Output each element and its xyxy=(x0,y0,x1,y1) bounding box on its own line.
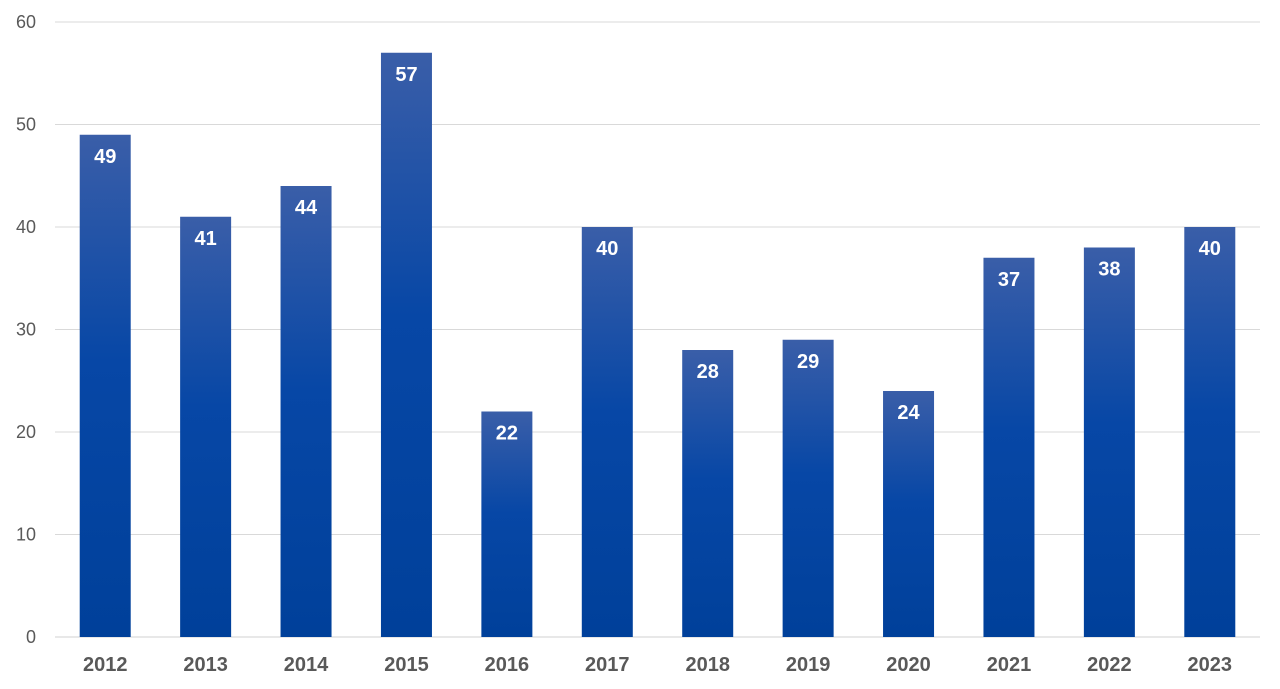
x-tick-label-2020: 2020 xyxy=(886,654,931,676)
bar-2016 xyxy=(481,411,533,637)
bar-2014 xyxy=(280,186,332,637)
data-label-2023: 40 xyxy=(1199,238,1221,260)
bar-2012 xyxy=(79,134,131,637)
data-label-2020: 24 xyxy=(897,402,920,424)
bar-2013 xyxy=(180,216,232,637)
y-tick-label: 0 xyxy=(26,627,36,647)
bar-2018 xyxy=(682,350,734,637)
data-label-2015: 57 xyxy=(395,64,417,86)
bar-2020 xyxy=(883,391,935,637)
bar-2023 xyxy=(1184,227,1236,637)
bar-2022 xyxy=(1083,247,1135,637)
y-tick-label: 20 xyxy=(16,422,36,442)
x-tick-label-2022: 2022 xyxy=(1087,654,1132,676)
y-tick-label: 10 xyxy=(16,525,36,545)
y-tick-label: 30 xyxy=(16,320,36,340)
data-label-2018: 28 xyxy=(697,361,719,383)
bars xyxy=(79,52,1236,637)
y-axis-ticks: 0 10 20 30 40 50 60 xyxy=(16,12,36,647)
data-label-2012: 49 xyxy=(94,146,116,168)
y-tick-label: 60 xyxy=(16,12,36,32)
x-tick-label-2016: 2016 xyxy=(485,654,530,676)
y-tick-label: 40 xyxy=(16,217,36,237)
gridlines xyxy=(55,21,1260,638)
x-tick-label-2013: 2013 xyxy=(183,654,228,676)
bar-2019 xyxy=(782,339,834,637)
x-tick-label-2015: 2015 xyxy=(384,654,429,676)
data-label-2017: 40 xyxy=(596,238,618,260)
data-label-2014: 44 xyxy=(295,197,318,219)
y-tick-label: 50 xyxy=(16,115,36,135)
data-label-2016: 22 xyxy=(496,423,518,445)
bar-2017 xyxy=(581,227,633,637)
x-tick-label-2018: 2018 xyxy=(685,654,730,676)
x-axis-ticks: 2012 2013 2014 2015 2016 2017 2018 2019 2020 2021… xyxy=(83,654,1232,676)
x-tick-label-2019: 2019 xyxy=(786,654,831,676)
x-tick-label-2017: 2017 xyxy=(585,654,630,676)
bar-2015 xyxy=(380,52,432,637)
data-label-2019: 29 xyxy=(797,351,819,373)
data-label-2022: 38 xyxy=(1098,259,1120,281)
x-tick-label-2023: 2023 xyxy=(1188,654,1233,676)
data-label-2021: 37 xyxy=(998,269,1020,291)
data-label-2013: 41 xyxy=(195,228,217,250)
x-tick-label-2014: 2014 xyxy=(284,654,329,676)
bar-2021 xyxy=(983,257,1035,637)
x-tick-label-2021: 2021 xyxy=(987,654,1032,676)
data-labels: 49 41 44 57 22 40 28 29 24 37 38 40 xyxy=(94,64,1221,445)
x-tick-label-2012: 2012 xyxy=(83,654,128,676)
